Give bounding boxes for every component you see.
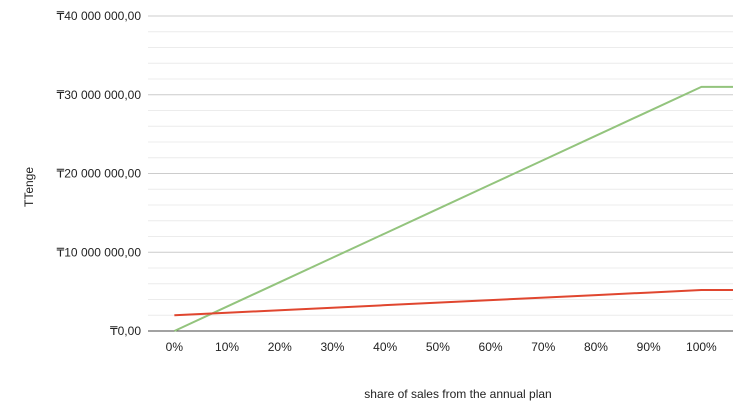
x-tick-label: 50% (426, 340, 450, 354)
x-tick-label: 0% (166, 340, 184, 354)
x-tick-label: 10% (215, 340, 239, 354)
y-tick-label: ₸0,00 (110, 324, 141, 338)
series-lines (173, 85, 733, 332)
x-tick-label: 40% (373, 340, 397, 354)
x-tick-label: 80% (584, 340, 608, 354)
x-axis-ticks: 0% 10% 20% 30% 40% 50% 60% 70% 80% 90% 100% (166, 340, 717, 354)
x-tick-label: 70% (531, 340, 555, 354)
series-line-green (173, 85, 733, 332)
x-tick-label: 30% (320, 340, 344, 354)
y-tick-label: ₸10 000 000,00 (57, 245, 142, 259)
x-tick-label: 100% (686, 340, 717, 354)
series-line-red (174, 289, 733, 317)
x-tick-label: 20% (268, 340, 292, 354)
y-tick-label: ₸30 000 000,00 (57, 88, 142, 102)
y-tick-label: ₸20 000 000,00 (57, 167, 142, 181)
grid (148, 15, 733, 332)
y-axis-ticks: ₸0,00 ₸10 000 000,00 ₸20 000 000,00 ₸30 000… (57, 9, 142, 338)
y-tick-label: ₸40 000 000,00 (57, 9, 142, 23)
y-axis-title: TTenge (22, 167, 36, 207)
x-tick-label: 60% (479, 340, 503, 354)
x-axis-title: share of sales from the annual plan (364, 387, 551, 401)
x-tick-label: 90% (637, 340, 661, 354)
